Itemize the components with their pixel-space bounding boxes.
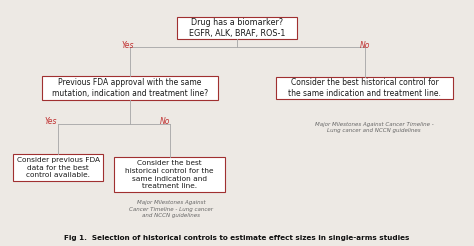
Text: Consider the best
historical control for the
same indication and
treatment line.: Consider the best historical control for… bbox=[126, 160, 214, 189]
Text: Consider the best historical control for
the same indication and treatment line.: Consider the best historical control for… bbox=[288, 78, 441, 98]
Text: No: No bbox=[160, 117, 170, 126]
FancyBboxPatch shape bbox=[177, 17, 297, 39]
FancyBboxPatch shape bbox=[13, 154, 103, 182]
FancyBboxPatch shape bbox=[114, 157, 226, 192]
FancyBboxPatch shape bbox=[276, 77, 453, 99]
Text: Consider previous FDA
data for the best
control available.: Consider previous FDA data for the best … bbox=[17, 157, 100, 178]
Text: Yes: Yes bbox=[45, 117, 57, 126]
Text: Major Milestones Against
Cancer Timeline - Lung cancer
and NCCN guidelines: Major Milestones Against Cancer Timeline… bbox=[129, 200, 213, 218]
Text: Previous FDA approval with the same
mutation, indication and treatment line?: Previous FDA approval with the same muta… bbox=[52, 78, 208, 98]
Text: Drug has a biomarker?
EGFR, ALK, BRAF, ROS-1: Drug has a biomarker? EGFR, ALK, BRAF, R… bbox=[189, 17, 285, 38]
FancyBboxPatch shape bbox=[42, 76, 219, 100]
Text: No: No bbox=[360, 41, 370, 50]
Text: Fig 1.  Selection of historical controls to estimate effect sizes in single-arms: Fig 1. Selection of historical controls … bbox=[64, 235, 410, 241]
Text: Yes: Yes bbox=[122, 41, 134, 50]
Text: Major Milestones Against Cancer Timeline -
Lung cancer and NCCN guidelines: Major Milestones Against Cancer Timeline… bbox=[315, 122, 433, 133]
